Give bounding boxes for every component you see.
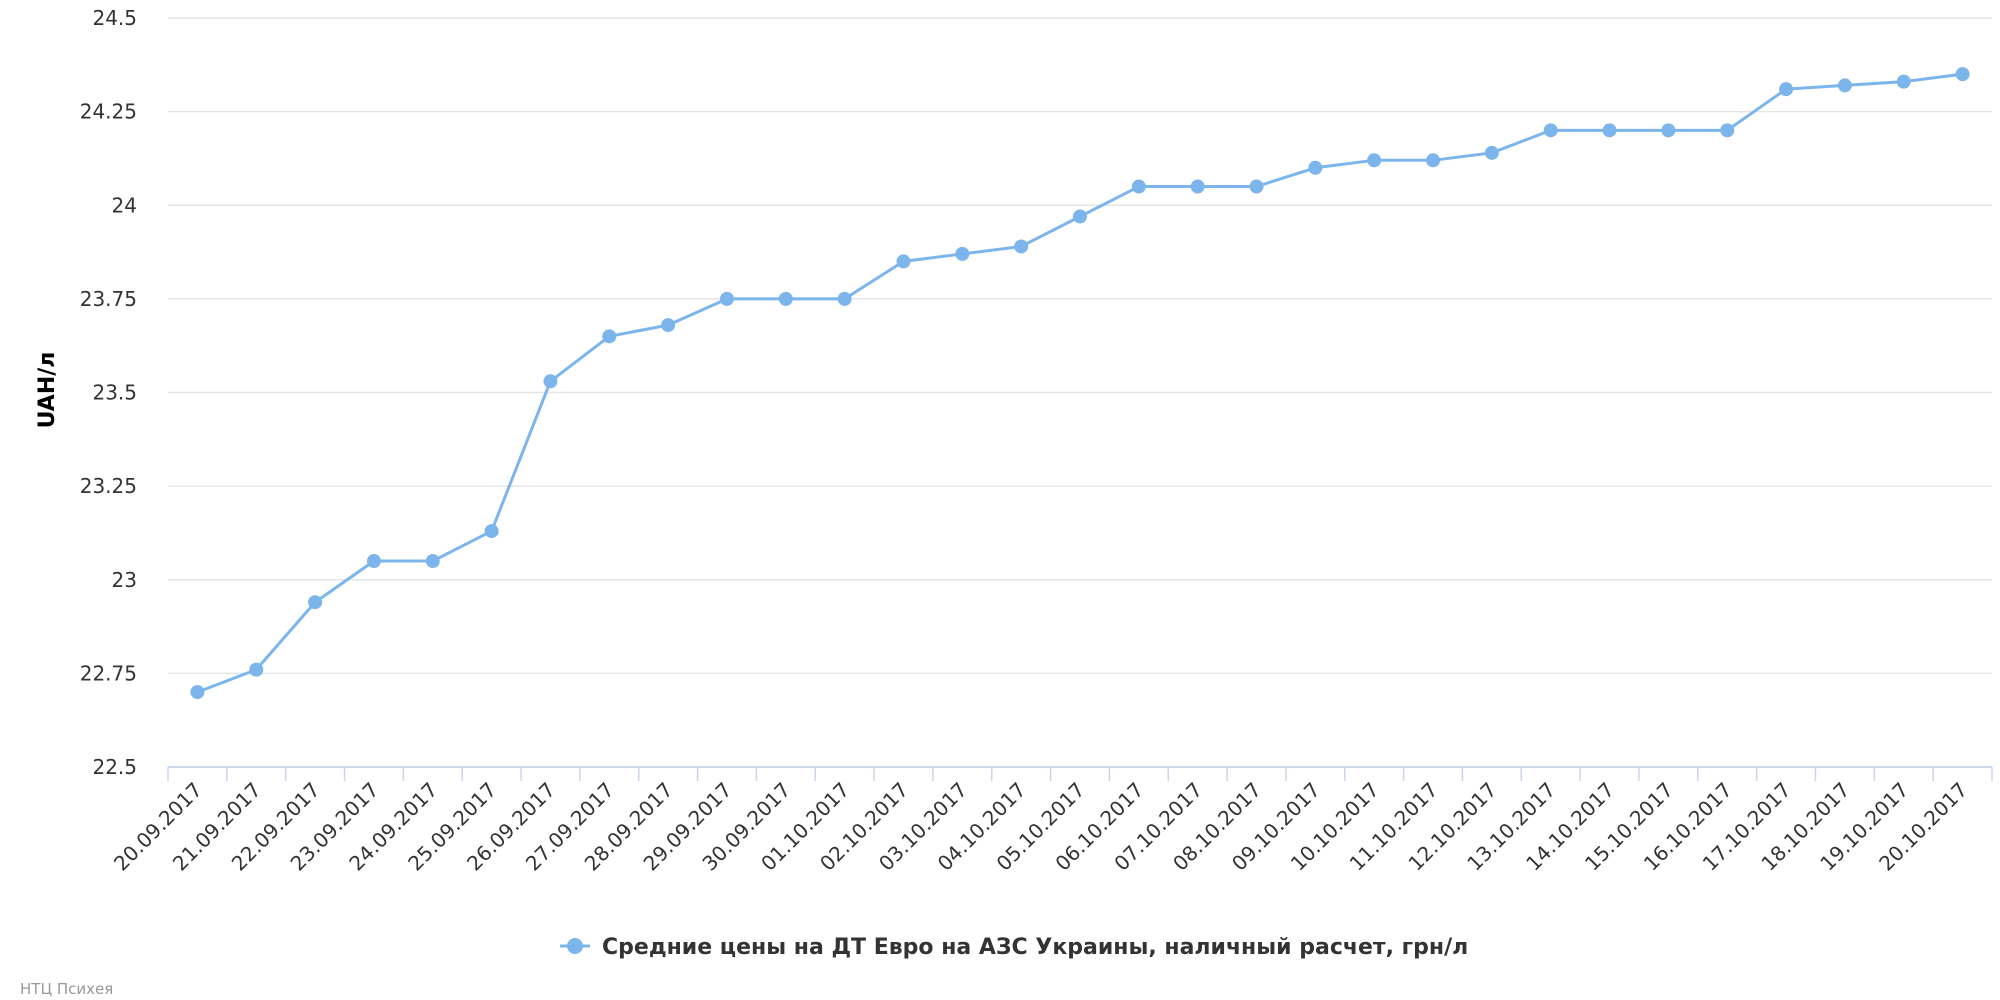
data-point[interactable] bbox=[955, 246, 970, 261]
data-point[interactable] bbox=[1661, 123, 1676, 138]
data-point[interactable] bbox=[1837, 78, 1852, 93]
legend-series-label: Средние цены на ДТ Евро на АЗС Украины, … bbox=[602, 935, 1468, 960]
chart-credit[interactable]: НТЦ Психея bbox=[20, 980, 113, 998]
y-tick-label: 24 bbox=[112, 193, 137, 217]
data-point[interactable] bbox=[543, 374, 558, 389]
series-line bbox=[196, 72, 1963, 694]
data-point[interactable] bbox=[1249, 179, 1264, 194]
y-tick-label: 23.25 bbox=[80, 474, 137, 498]
data-point[interactable] bbox=[896, 254, 911, 269]
y-axis-ticks: 22.5 22.75 23 23.25 23.5 23.75 24 24.25 24.5 bbox=[80, 6, 137, 779]
data-point[interactable] bbox=[837, 291, 852, 306]
data-point[interactable] bbox=[1720, 123, 1735, 138]
data-point[interactable] bbox=[1131, 179, 1146, 194]
data-point[interactable] bbox=[778, 291, 793, 306]
data-point[interactable] bbox=[308, 595, 323, 610]
data-point[interactable] bbox=[1543, 123, 1558, 138]
y-axis-label: UAH/л bbox=[35, 352, 60, 429]
data-point[interactable] bbox=[661, 318, 676, 333]
x-axis-ticks: 20.09.201721.09.201722.09.201723.09.2017… bbox=[109, 767, 1993, 876]
data-point[interactable] bbox=[425, 554, 440, 569]
data-point[interactable] bbox=[1955, 67, 1970, 82]
legend-series-marker bbox=[567, 938, 583, 954]
data-point[interactable] bbox=[1602, 123, 1617, 138]
data-point[interactable] bbox=[1484, 145, 1499, 160]
data-point[interactable] bbox=[1014, 239, 1029, 254]
data-point[interactable] bbox=[484, 524, 499, 539]
y-tick-label: 24.5 bbox=[92, 6, 137, 30]
y-tick-label: 22.5 bbox=[92, 755, 137, 779]
y-tick-label: 22.75 bbox=[80, 661, 137, 685]
series-0 bbox=[190, 67, 1970, 700]
data-point[interactable] bbox=[249, 662, 264, 677]
data-point[interactable] bbox=[1367, 153, 1382, 168]
data-point[interactable] bbox=[1896, 74, 1911, 89]
legend[interactable]: Средние цены на ДТ Евро на АЗС Украины, … bbox=[560, 935, 1468, 960]
data-point[interactable] bbox=[1190, 179, 1205, 194]
data-point[interactable] bbox=[1779, 82, 1794, 97]
data-point[interactable] bbox=[1073, 209, 1087, 224]
data-point[interactable] bbox=[719, 291, 734, 306]
grid-lines bbox=[168, 17, 1992, 675]
data-point[interactable] bbox=[366, 554, 381, 569]
data-point[interactable] bbox=[602, 329, 617, 344]
y-tick-label: 23.75 bbox=[80, 287, 137, 311]
data-point[interactable] bbox=[1308, 160, 1323, 175]
y-tick-label: 24.25 bbox=[80, 100, 137, 124]
data-point[interactable] bbox=[190, 685, 205, 700]
y-tick-label: 23.5 bbox=[92, 381, 137, 405]
data-point[interactable] bbox=[1426, 153, 1441, 168]
y-tick-label: 23 bbox=[112, 568, 137, 592]
